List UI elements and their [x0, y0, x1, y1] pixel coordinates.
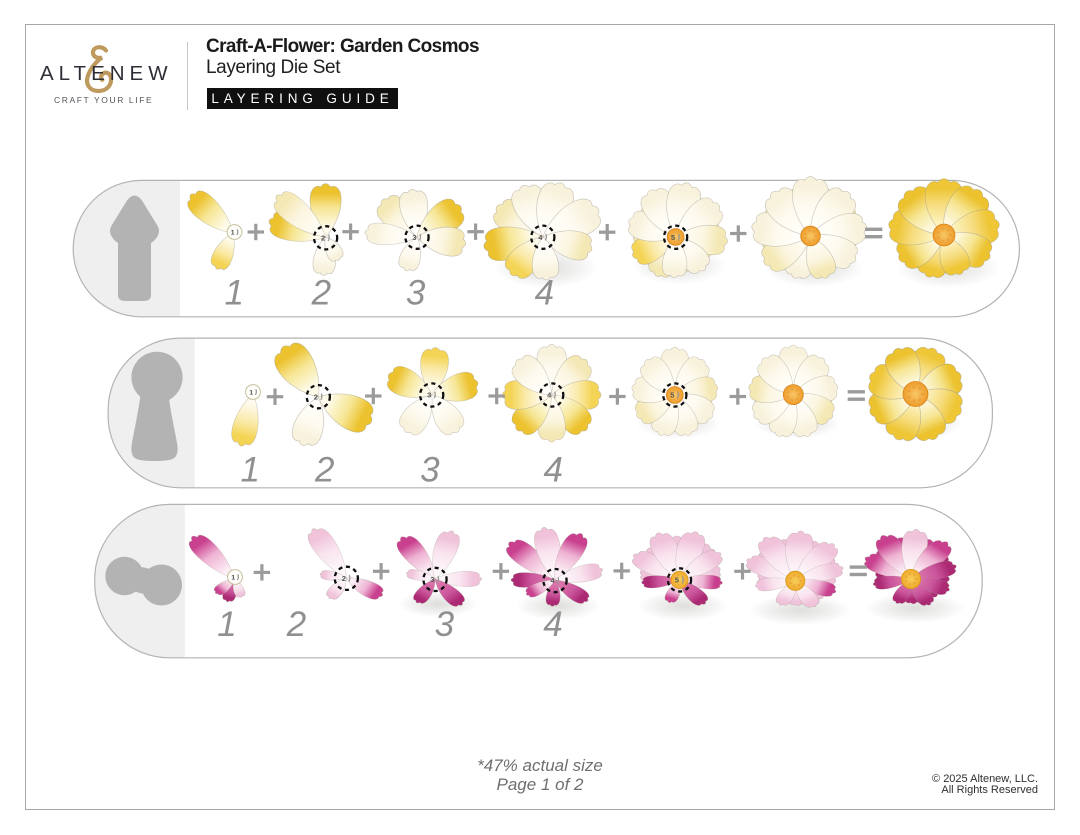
- svg-text:3: 3: [412, 233, 416, 242]
- svg-text:4: 4: [547, 391, 552, 400]
- svg-text:1: 1: [217, 605, 236, 644]
- svg-text:4: 4: [543, 451, 562, 490]
- svg-text:1: 1: [249, 389, 253, 396]
- svg-text:4: 4: [535, 274, 554, 313]
- svg-text:3: 3: [427, 391, 431, 400]
- svg-text:2: 2: [321, 233, 325, 242]
- svg-text:3: 3: [420, 451, 440, 490]
- svg-text:1: 1: [240, 451, 259, 490]
- svg-text:2: 2: [286, 605, 306, 644]
- svg-text:2: 2: [342, 574, 346, 583]
- svg-text:5: 5: [671, 233, 675, 242]
- svg-text:3: 3: [435, 605, 455, 644]
- svg-text:5: 5: [670, 391, 674, 400]
- svg-text:2: 2: [314, 392, 318, 401]
- svg-text:1: 1: [231, 574, 235, 581]
- svg-text:4: 4: [543, 605, 562, 644]
- svg-text:4: 4: [538, 233, 543, 242]
- svg-text:3: 3: [406, 274, 426, 313]
- svg-text:2: 2: [311, 274, 331, 313]
- svg-text:4: 4: [550, 576, 555, 585]
- svg-text:2: 2: [314, 451, 334, 490]
- svg-text:3: 3: [430, 575, 434, 584]
- svg-text:5: 5: [675, 576, 679, 585]
- svg-text:1: 1: [231, 229, 235, 236]
- svg-text:1: 1: [224, 274, 243, 313]
